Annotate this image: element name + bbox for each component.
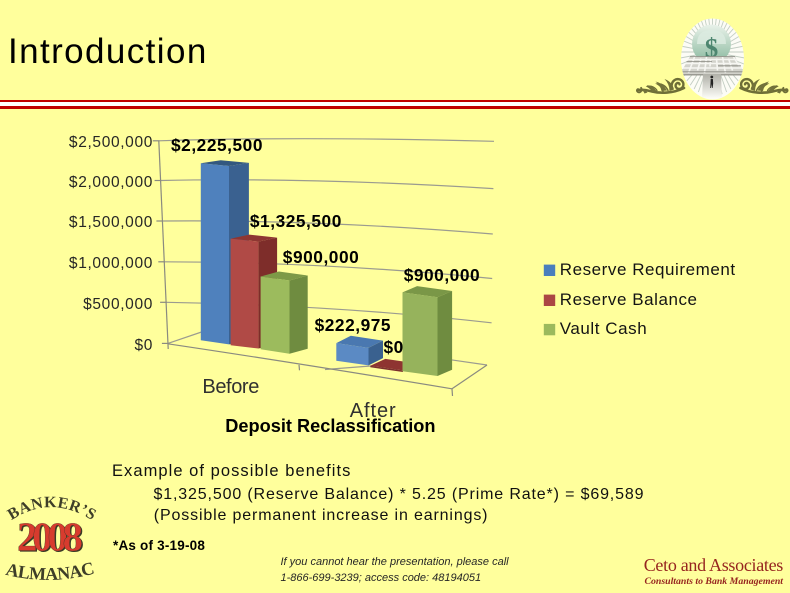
svg-text:$: $: [705, 33, 719, 63]
svg-text:2008: 2008: [18, 515, 84, 561]
svg-text:2008: 2008: [17, 513, 83, 559]
svg-text:ALMANAC: ALMANAC: [4, 558, 96, 584]
